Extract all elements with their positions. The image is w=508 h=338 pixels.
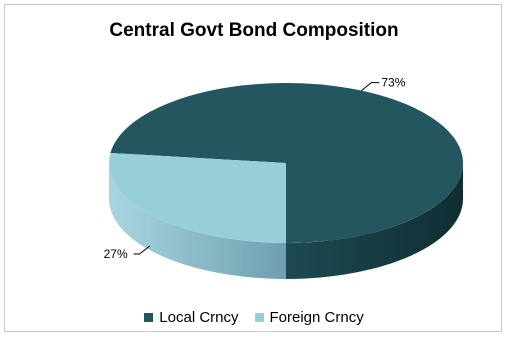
legend-item-local: Local Crncy [144,309,239,326]
leader-line-local [361,82,380,92]
slice-side-foreign [109,163,286,279]
data-label-local: 73% [381,76,405,90]
slice-top-local [110,83,464,244]
legend-label-foreign: Foreign Crncy [269,309,364,326]
legend-swatch-local [144,313,154,322]
leader-line-foreign [133,245,150,255]
legend-item-foreign: Foreign Crncy [254,309,364,326]
slice-side-local [286,163,463,279]
legend-label-local: Local Crncy [159,309,239,326]
chart-title: Central Govt Bond Composition [109,20,399,41]
slice-top-foreign [109,152,286,243]
data-label-foreign: 27% [104,247,128,261]
legend: Local Crncy Foreign Crncy [0,309,508,326]
legend-swatch-foreign [254,313,264,322]
